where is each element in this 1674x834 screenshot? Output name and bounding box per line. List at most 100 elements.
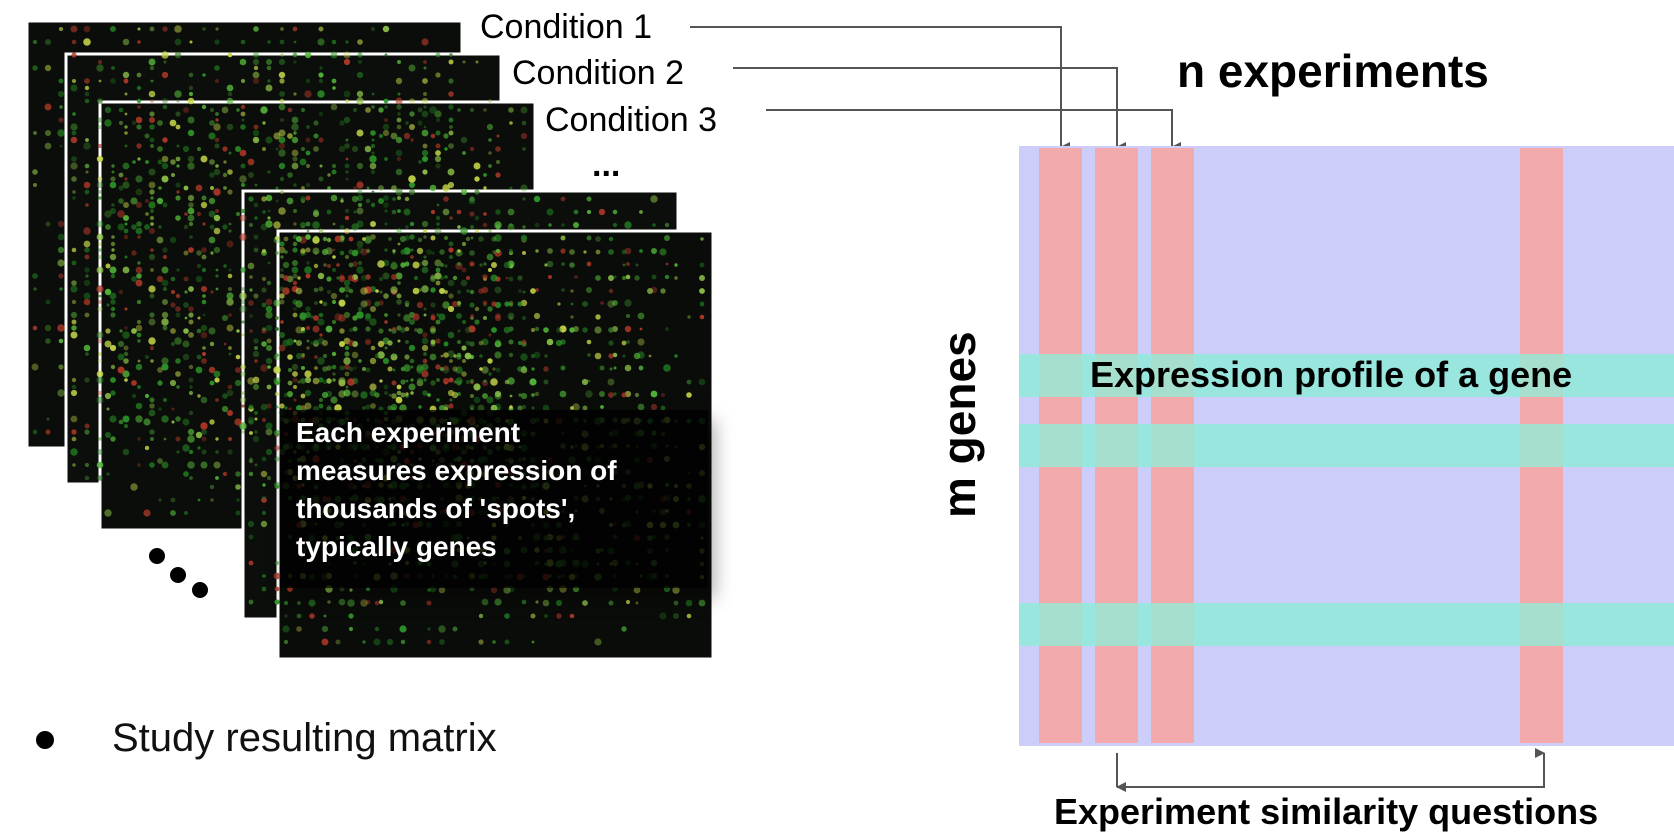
microarray-spot xyxy=(249,288,253,292)
microarray-spot xyxy=(483,186,487,190)
microarray-spot xyxy=(474,215,480,221)
microarray-spot xyxy=(157,159,163,165)
microarray-spot xyxy=(260,470,268,478)
microarray-spot xyxy=(275,251,279,255)
microarray-spot xyxy=(267,79,271,83)
microarray-spot xyxy=(135,324,143,332)
microarray-spot xyxy=(621,392,627,398)
microarray-spot xyxy=(521,599,527,605)
microarray-spot xyxy=(397,92,401,96)
condition-label-2: Condition 2 xyxy=(512,54,684,92)
microarray-spot xyxy=(148,253,156,261)
microarray-spot xyxy=(175,358,181,364)
microarray-spot xyxy=(430,326,436,332)
microarray-spot xyxy=(136,143,142,149)
microarray-spot xyxy=(522,405,526,409)
microarray-spot xyxy=(156,275,164,283)
microarray-spot xyxy=(427,393,431,397)
microarray-spot xyxy=(157,367,163,373)
microarray-spot xyxy=(253,293,259,299)
microarray-spot xyxy=(248,419,254,425)
microarray-spot xyxy=(235,354,241,360)
microarray-spot xyxy=(426,249,432,255)
microarray-spot xyxy=(97,117,103,123)
microarray-spot xyxy=(163,437,167,441)
microarray-spot xyxy=(187,129,195,137)
microarray-spot xyxy=(448,143,454,149)
microarray-spot xyxy=(365,235,371,241)
microarray-spot xyxy=(338,145,346,153)
microarray-spot xyxy=(291,116,299,124)
microarray-spot xyxy=(171,407,175,411)
microarray-spot xyxy=(370,130,376,136)
microarray-spot xyxy=(265,357,273,365)
microarray-spot xyxy=(422,78,428,84)
microarray-spot xyxy=(188,449,194,455)
microarray-spot xyxy=(57,389,65,397)
microarray-spot xyxy=(260,364,268,372)
microarray-spot xyxy=(174,90,182,98)
microarray-spot xyxy=(163,398,167,402)
microarray-spot xyxy=(222,224,228,230)
microarray-spot xyxy=(161,155,169,163)
microarray-spot xyxy=(582,327,588,333)
microarray-spot xyxy=(507,312,515,320)
microarray-spot xyxy=(421,129,429,137)
microarray-spot xyxy=(313,120,319,126)
microarray-spot xyxy=(202,27,206,31)
microarray-spot xyxy=(582,301,588,307)
microarray-spot xyxy=(483,316,487,320)
microarray-spot xyxy=(196,211,202,217)
microarray-spot xyxy=(195,431,203,439)
microarray-spot xyxy=(70,285,78,293)
microarray-spot xyxy=(57,259,65,267)
microarray-spot xyxy=(418,160,422,164)
microarray-spot xyxy=(188,85,194,91)
microarray-spot xyxy=(365,339,371,345)
microarray-spot xyxy=(312,221,320,229)
microarray-spot xyxy=(387,340,393,346)
microarray-spot xyxy=(235,367,241,373)
microarray-spot xyxy=(356,266,364,274)
microarray-spot xyxy=(435,52,441,58)
microarray-spot xyxy=(187,207,195,215)
microarray-spot xyxy=(291,123,299,131)
microarray-spot xyxy=(686,613,692,619)
microarray-spot xyxy=(175,111,181,117)
microarray-spot xyxy=(586,339,592,345)
microarray-spot xyxy=(396,228,402,234)
microarray-spot xyxy=(633,352,641,360)
microarray-spot xyxy=(348,366,354,372)
microarray-spot xyxy=(443,235,449,241)
microarray-spot xyxy=(228,313,232,317)
microarray-spot xyxy=(660,392,666,398)
microarray-spot xyxy=(365,313,371,319)
microarray-spot xyxy=(421,97,429,105)
microarray-spot xyxy=(348,236,354,242)
microarray-spot xyxy=(318,312,324,318)
microarray-spot xyxy=(522,290,526,294)
microarray-spot xyxy=(334,235,342,243)
microarray-spot xyxy=(665,327,669,331)
microarray-spot xyxy=(201,254,207,260)
microarray-spot xyxy=(254,463,258,467)
microarray-spot xyxy=(639,327,643,331)
microarray-spot xyxy=(119,329,123,333)
microarray-spot xyxy=(300,248,306,254)
microarray-spot xyxy=(586,287,592,293)
microarray-spot xyxy=(297,601,301,605)
microarray-spot xyxy=(261,302,267,308)
microarray-spot xyxy=(344,228,350,234)
microarray-spot xyxy=(188,410,194,416)
microarray-spot xyxy=(600,301,604,305)
microarray-spot xyxy=(371,27,375,31)
microarray-spot xyxy=(202,222,206,226)
microarray-spot xyxy=(396,117,402,123)
microarray-spot xyxy=(148,201,156,209)
microarray-spot xyxy=(297,380,301,384)
microarray-spot xyxy=(97,176,103,182)
microarray-spot xyxy=(409,319,415,325)
microarray-spot xyxy=(626,262,630,266)
microarray-spot xyxy=(176,450,180,454)
microarray-spot xyxy=(170,328,176,334)
